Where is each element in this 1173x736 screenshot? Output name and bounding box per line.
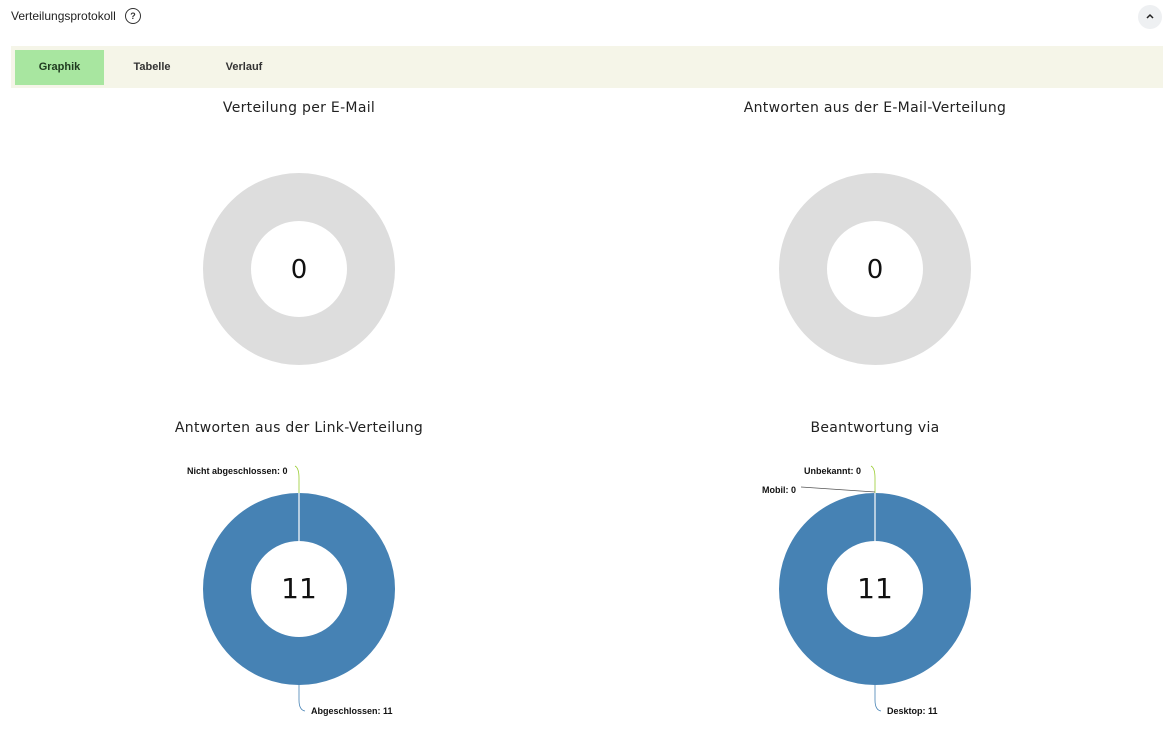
label-unbekannt: Unbekannt: 0 bbox=[804, 466, 861, 476]
donut-empty-ring bbox=[779, 173, 971, 365]
leader-line-desktop bbox=[874, 685, 882, 712]
label-mobil: Mobil: 0 bbox=[762, 485, 796, 495]
chart-title-email-answers: Antworten aus der E-Mail-Verteilung bbox=[743, 100, 1007, 116]
donut-email-answers: 0 bbox=[779, 173, 971, 365]
section-title: Verteilungsprotokoll bbox=[11, 9, 116, 23]
chart-title-email: Verteilung per E-Mail bbox=[222, 100, 376, 116]
label-abgeschlossen: Abgeschlossen: 11 bbox=[311, 706, 393, 716]
chart-title-link-answers: Antworten aus der Link-Verteilung bbox=[174, 420, 424, 436]
tab-tabelle[interactable]: Tabelle bbox=[133, 61, 171, 73]
label-desktop: Desktop: 11 bbox=[887, 706, 938, 716]
leader-line-mobil bbox=[800, 486, 876, 493]
tab-verlauf[interactable]: Verlauf bbox=[225, 61, 263, 73]
leader-line-abgeschlossen bbox=[298, 685, 306, 712]
section-header: Verteilungsprotokoll ? bbox=[0, 0, 1173, 34]
chart-title-answered-via: Beantwortung via bbox=[810, 420, 940, 436]
help-icon[interactable]: ? bbox=[125, 8, 141, 24]
label-nicht-abgeschlossen: Nicht abgeschlossen: 0 bbox=[187, 466, 288, 476]
leader-line-nicht-abgeschlossen bbox=[294, 465, 300, 493]
donut-center-value: 11 bbox=[281, 572, 317, 605]
chevron-up-icon bbox=[1146, 13, 1154, 19]
leader-line-unbekannt bbox=[870, 465, 876, 493]
donut-answered-via: 11 Unbekannt: 0 Mobil: 0 Desktop: 11 bbox=[762, 465, 971, 716]
collapse-button[interactable] bbox=[1138, 5, 1162, 29]
tab-bar: Graphik Tabelle Verlauf bbox=[11, 46, 1163, 88]
donut-center-value: 0 bbox=[867, 255, 884, 285]
donut-center-value: 11 bbox=[857, 572, 893, 605]
tab-graphik[interactable]: Graphik bbox=[15, 50, 104, 85]
donut-email: 0 bbox=[203, 173, 395, 365]
donut-center-value: 0 bbox=[291, 255, 308, 285]
donut-link-answers: 11 Nicht abgeschlossen: 0 Abgeschlossen:… bbox=[187, 465, 395, 716]
donut-empty-ring bbox=[203, 173, 395, 365]
